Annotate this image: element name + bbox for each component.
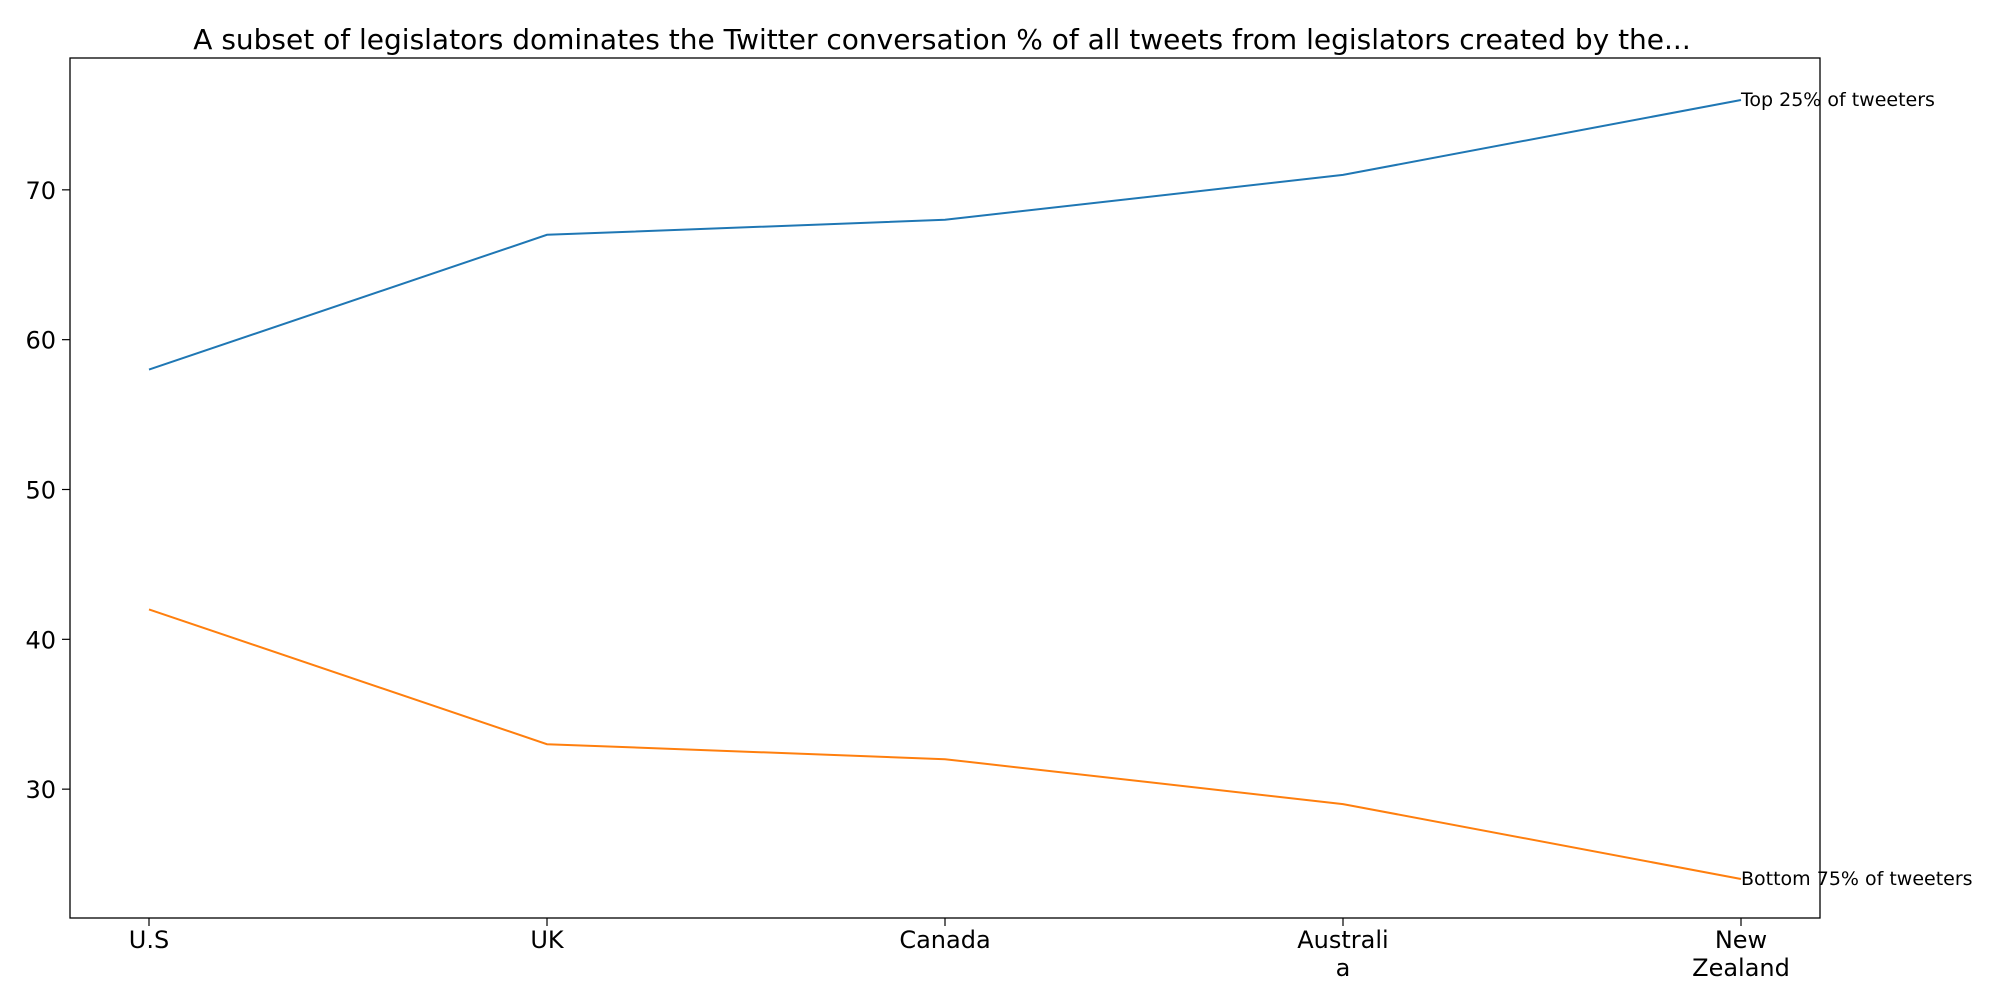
series-end-label: Bottom 75% of tweeters <box>1741 868 1973 890</box>
y-tick-label: 70 <box>25 177 56 205</box>
x-axis: U.S UK Canada Australi a New Zealand <box>129 918 1790 982</box>
y-tick-label: 50 <box>25 476 56 504</box>
x-tick-label-line: Canada <box>899 926 990 954</box>
x-tick-label: UK <box>530 926 565 954</box>
x-tick-label-line: U.S <box>129 926 169 954</box>
x-tick-label-line: Australi <box>1297 926 1388 954</box>
series-line <box>148 608 1742 880</box>
x-tick-label-line: Zealand <box>1692 954 1790 982</box>
x-tick-label-line: New <box>1715 926 1767 954</box>
y-tick-label: 40 <box>25 626 56 654</box>
series-line <box>148 99 1742 371</box>
series-layer: Top 25% of tweeters Bottom 75% of tweeter… <box>148 89 1973 890</box>
x-tick-label: U.S <box>129 926 169 954</box>
y-axis: 30 40 50 60 70 <box>25 177 70 804</box>
plot-area-frame <box>69 57 1821 919</box>
y-tick-label: 60 <box>25 327 56 355</box>
x-tick-label-line: a <box>1336 954 1351 982</box>
x-tick-label: Canada <box>899 926 990 954</box>
x-tick-label: New Zealand <box>1692 926 1790 982</box>
y-tick-label: 30 <box>25 776 56 804</box>
x-tick-label-line: UK <box>530 926 565 954</box>
series-end-label: Top 25% of tweeters <box>1740 89 1935 111</box>
x-tick-label: Australi a <box>1297 926 1388 982</box>
chart-title: A subset of legislators dominates the Tw… <box>193 23 1690 56</box>
